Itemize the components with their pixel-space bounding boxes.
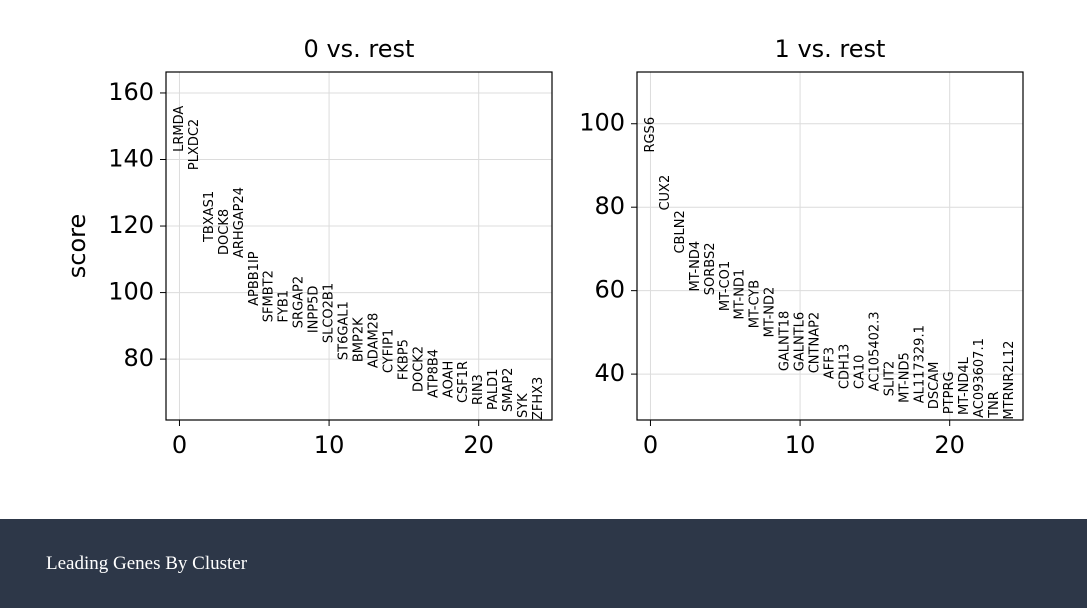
plot-frame <box>636 71 1024 421</box>
footer: Leading Genes By Cluster <box>0 519 1087 608</box>
gene-label: GALNT18 <box>778 311 793 371</box>
y-tick-label: 60 <box>594 276 625 304</box>
gene-label: INPP5D <box>307 286 322 334</box>
gene-label: AC105402.3 <box>867 311 882 391</box>
gene-label: PLXDC2 <box>187 119 202 170</box>
gene-label: APBB1IP <box>247 251 262 306</box>
gene-label: ZFHX3 <box>531 377 546 420</box>
gene-label: ARHGAP24 <box>232 187 247 258</box>
caption: Leading Genes By Cluster <box>46 553 248 574</box>
gene-label: MT-ND4 <box>688 241 703 292</box>
chart-title: 0 vs. rest <box>304 35 415 63</box>
gene-label: LRMDA <box>172 106 187 152</box>
gene-label: CSF1R <box>456 361 471 403</box>
y-tick-label: 160 <box>108 78 154 106</box>
gene-label: MTRNR2L12 <box>1002 341 1017 420</box>
gene-label: TBXAS1 <box>202 191 217 243</box>
gene-label: PTPRG <box>942 371 957 414</box>
gene-label: AOAH <box>441 361 456 398</box>
gene-label: CDH13 <box>837 344 852 389</box>
gene-label: RGS6 <box>643 117 658 153</box>
gene-label: CBLN2 <box>673 210 688 253</box>
gene-label: CNTNAP2 <box>808 312 823 373</box>
gene-label: MT-CYB <box>748 280 763 328</box>
gene-label: MT-ND4L <box>957 356 972 415</box>
gene-label: SORBS2 <box>703 243 718 296</box>
gene-label: SFMBT2 <box>262 270 277 322</box>
gene-label: SYK <box>516 393 531 418</box>
plot-frame <box>165 71 553 421</box>
x-tick-label: 0 <box>172 431 187 459</box>
x-tick-label: 0 <box>643 431 658 459</box>
gene-label: MT-CO1 <box>718 261 733 311</box>
y-tick-label: 80 <box>594 192 625 220</box>
gene-label: FYB1 <box>277 290 292 323</box>
gene-label: PALD1 <box>486 369 501 410</box>
gene-label: FKBP5 <box>396 339 411 380</box>
gene-label: ADAM28 <box>366 313 381 368</box>
x-tick-label: 20 <box>934 431 965 459</box>
y-tick-label: 120 <box>108 211 154 239</box>
gene-label: MT-ND1 <box>733 269 748 320</box>
gene-label: TNR <box>987 391 1002 419</box>
gene-label: AC093607.1 <box>972 338 987 418</box>
gene-label: DSCAM <box>927 362 942 409</box>
gene-label: GALNTL6 <box>793 312 808 371</box>
gene-label: SRGAP2 <box>292 276 307 328</box>
y-tick-label: 80 <box>123 344 154 372</box>
y-axis-label: score <box>63 214 91 279</box>
gene-label: RIN3 <box>471 374 486 405</box>
chart-title: 1 vs. rest <box>775 35 886 63</box>
gene-label: CUX2 <box>658 175 673 211</box>
gene-label: DOCK8 <box>217 209 232 255</box>
gene-label: ATP8B4 <box>426 349 441 398</box>
y-tick-label: 140 <box>108 144 154 172</box>
y-tick-label: 100 <box>579 109 625 137</box>
gene-label: AFF3 <box>823 347 838 379</box>
y-tick-label: 40 <box>594 359 625 387</box>
gene-label: SLIT2 <box>882 361 897 397</box>
gene-label: DOCK2 <box>411 346 426 392</box>
gene-label: ST6GAL1 <box>337 301 352 360</box>
gene-label: MT-ND5 <box>897 352 912 403</box>
gene-label: CYFIP1 <box>381 329 396 373</box>
gene-label: BMP2K <box>352 317 367 362</box>
x-tick-label: 10 <box>785 431 816 459</box>
gene-label: SMAP2 <box>501 368 516 412</box>
y-tick-label: 100 <box>108 278 154 306</box>
gene-label: CA10 <box>852 355 867 390</box>
gene-label: SLCO2B1 <box>322 283 337 343</box>
gene-label: AL117329.1 <box>912 325 927 403</box>
gene-label: MT-ND2 <box>763 287 778 338</box>
x-tick-label: 20 <box>463 431 494 459</box>
x-tick-label: 10 <box>314 431 345 459</box>
